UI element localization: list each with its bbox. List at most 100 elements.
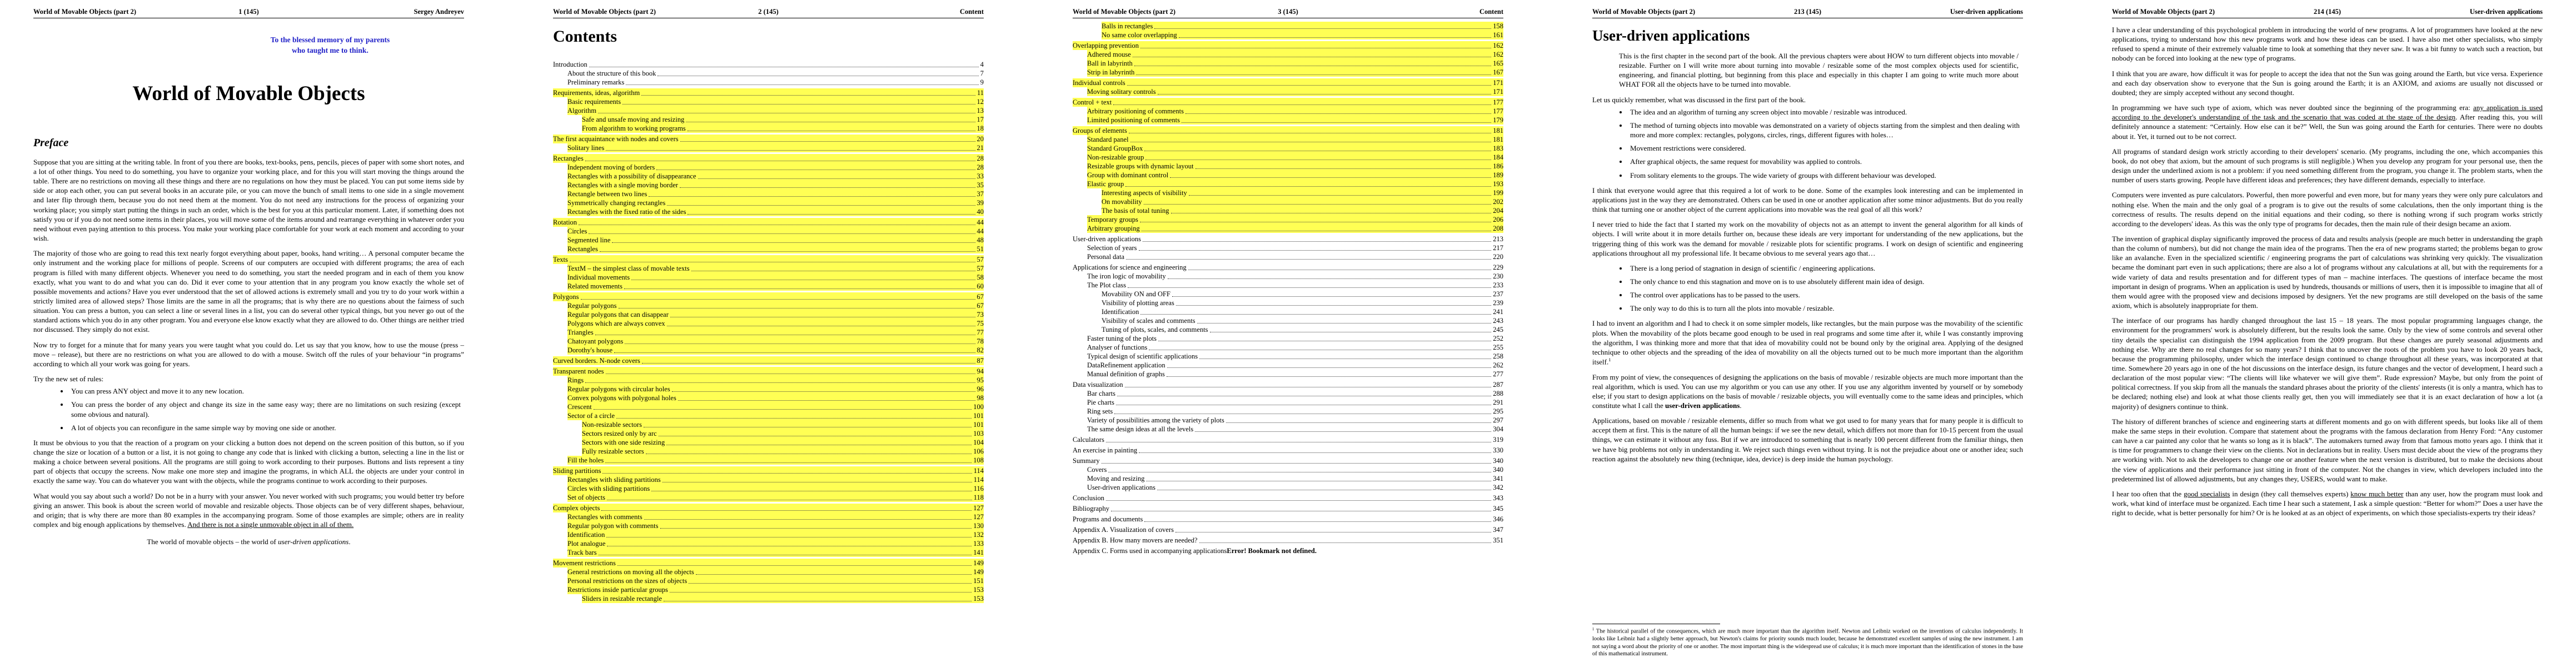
toc-entry[interactable]: Chatoyant polygons 78 xyxy=(567,337,984,346)
toc-entry[interactable]: Individual controls 171 xyxy=(1073,78,1503,87)
toc-entry[interactable]: Rectangles with a possibility of disappe… xyxy=(567,172,984,181)
toc-entry[interactable]: Adhered mouse 162 xyxy=(1087,50,1503,59)
toc-entry[interactable]: Movability ON and OFF 237 xyxy=(1102,290,1503,298)
toc-entry[interactable]: Transparent nodes 94 xyxy=(553,367,984,376)
toc-entry[interactable]: Variety of possibilities among the varie… xyxy=(1087,416,1503,425)
toc-entry[interactable]: Rectangles 51 xyxy=(567,245,984,253)
toc-entry[interactable]: Rectangles with comments 127 xyxy=(567,512,984,521)
toc-entry[interactable]: No same color overlapping 161 xyxy=(1102,31,1503,39)
toc-entry[interactable]: Regular polygons 67 xyxy=(567,301,984,310)
toc-entry[interactable]: Texts 57 xyxy=(553,255,984,264)
toc-entry[interactable]: The Plot class 233 xyxy=(1087,281,1503,290)
toc-entry[interactable]: Faster tuning of the plots 252 xyxy=(1087,334,1503,343)
toc-entry[interactable]: Sliders in resizable rectangle 153 xyxy=(582,594,984,603)
toc-entry[interactable]: Arbitrary grouping 208 xyxy=(1087,224,1503,233)
toc-entry[interactable]: Solitary lines 21 xyxy=(567,143,984,152)
toc-entry[interactable]: Preliminary remarks 9 xyxy=(567,78,984,87)
toc-entry[interactable]: Circles with sliding partitions 116 xyxy=(567,484,984,493)
toc-entry[interactable]: Temporary groups 206 xyxy=(1087,215,1503,224)
toc-entry[interactable]: The basis of total tuning 204 xyxy=(1102,206,1503,215)
toc-entry[interactable]: Track bars 141 xyxy=(567,548,984,557)
toc-entry[interactable]: Independent moving of borders 28 xyxy=(567,163,984,172)
toc-entry[interactable]: Safe and unsafe moving and resizing 17 xyxy=(582,115,984,124)
toc-entry[interactable]: Covers 340 xyxy=(1087,465,1503,474)
toc-entry[interactable]: Limited positioning of comments 179 xyxy=(1087,116,1503,125)
toc-entry[interactable]: General restrictions on moving all the o… xyxy=(567,568,984,576)
toc-entry[interactable]: Moving solitary controls 171 xyxy=(1087,87,1503,96)
toc-entry[interactable]: Strip in labyrinth 167 xyxy=(1087,68,1503,77)
toc-entry[interactable]: Circles 44 xyxy=(567,227,984,236)
toc-entry[interactable]: Movement restrictions 149 xyxy=(553,559,984,568)
toc-entry[interactable]: Pie charts 291 xyxy=(1087,398,1503,407)
toc-entry[interactable]: Interesting aspects of visibility 199 xyxy=(1102,188,1503,197)
toc-entry[interactable]: Segmented line 48 xyxy=(567,236,984,245)
toc-entry[interactable]: Ball in labyrinth 165 xyxy=(1087,59,1503,68)
toc-entry[interactable]: Individual movements 58 xyxy=(567,273,984,282)
toc-entry[interactable]: Resizable groups with dynamic layout 186 xyxy=(1087,162,1503,171)
toc-entry[interactable]: Balls in rectangles 158 xyxy=(1102,22,1503,31)
toc-entry[interactable]: Appendix A. Visualization of covers 347 xyxy=(1073,525,1503,534)
toc-entry[interactable]: Basic requirements 12 xyxy=(567,97,984,106)
toc-entry[interactable]: Control + text 177 xyxy=(1073,98,1503,107)
toc-entry[interactable]: Symmetrically changing rectangles 39 xyxy=(567,198,984,207)
toc-entry[interactable]: Plot analogue 133 xyxy=(567,539,984,548)
toc-entry[interactable]: The same design ideas at all the levels 3… xyxy=(1087,425,1503,434)
toc-entry[interactable]: Identification 241 xyxy=(1102,307,1503,316)
toc-entry[interactable]: Summary 340 xyxy=(1073,456,1503,465)
toc-entry[interactable]: Regular polygon with comments 130 xyxy=(567,521,984,530)
toc-entry[interactable]: An exercise in painting 330 xyxy=(1073,446,1503,455)
toc-entry[interactable]: Set of objects 118 xyxy=(567,493,984,502)
toc-entry[interactable]: Typical design of scientific application… xyxy=(1087,352,1503,361)
toc-entry[interactable]: Appendix B. How many movers are needed? 3… xyxy=(1073,536,1503,545)
toc-entry[interactable]: Bar charts 288 xyxy=(1087,389,1503,398)
toc-entry[interactable]: Standard GroupBox 183 xyxy=(1087,144,1503,153)
toc-entry[interactable]: Sectors with one side resizing 104 xyxy=(582,438,984,447)
toc-entry[interactable]: User-driven applications 213 xyxy=(1073,235,1503,243)
toc-entry[interactable]: Requirements, ideas, algorithm 11 xyxy=(553,88,984,97)
toc-entry[interactable]: Fill the holes 108 xyxy=(567,456,984,465)
toc-entry[interactable]: Visibility of scales and comments 243 xyxy=(1102,316,1503,325)
toc-entry[interactable]: TextM – the simplest class of movable te… xyxy=(567,264,984,273)
toc-entry[interactable]: Appendix C. Forms used in accompanying a… xyxy=(1073,546,1503,555)
toc-entry[interactable]: Introduction 4 xyxy=(553,60,984,69)
toc-entry[interactable]: DataRefinement application 262 xyxy=(1087,361,1503,370)
toc-entry[interactable]: The iron logic of movability 230 xyxy=(1087,272,1503,281)
toc-entry[interactable]: Groups of elements 181 xyxy=(1073,126,1503,135)
toc-entry[interactable]: Curved borders. N-node covers 87 xyxy=(553,356,984,365)
toc-entry[interactable]: Moving and resizing 341 xyxy=(1087,474,1503,483)
toc-entry[interactable]: Bibliography 345 xyxy=(1073,504,1503,513)
toc-entry[interactable]: The first acquaintance with nodes and co… xyxy=(553,135,984,143)
toc-entry[interactable]: Non-resizable group 184 xyxy=(1087,153,1503,162)
toc-entry[interactable]: Related movements 60 xyxy=(567,282,984,291)
toc-entry[interactable]: Identification 132 xyxy=(567,530,984,539)
toc-entry[interactable]: Visibility of plotting areas 239 xyxy=(1102,298,1503,307)
toc-entry[interactable]: Standard panel 181 xyxy=(1087,135,1503,144)
toc-entry[interactable]: Analyser of functions 255 xyxy=(1087,343,1503,352)
toc-entry[interactable]: Group with dominant control 189 xyxy=(1087,171,1503,180)
toc-entry[interactable]: Restrictions inside particular groups 153 xyxy=(567,585,984,594)
toc-entry[interactable]: About the structure of this book 7 xyxy=(567,69,984,78)
toc-entry[interactable]: Algorithm 13 xyxy=(567,106,984,115)
toc-entry[interactable]: Rectangles with sliding partitions 114 xyxy=(567,475,984,484)
toc-entry[interactable]: Convex polygons with polygonal holes 98 xyxy=(567,394,984,402)
toc-entry[interactable]: Dorothy's house 82 xyxy=(567,346,984,355)
toc-entry[interactable]: Rectangles 28 xyxy=(553,154,984,163)
toc-entry[interactable]: Conclusion 343 xyxy=(1073,494,1503,502)
toc-entry[interactable]: Arbitrary positioning of comments 177 xyxy=(1087,107,1503,116)
toc-entry[interactable]: Sectors resized only by arc 103 xyxy=(582,429,984,438)
toc-entry[interactable]: Ring sets 295 xyxy=(1087,407,1503,416)
toc-entry[interactable]: Data visualization 287 xyxy=(1073,380,1503,389)
toc-entry[interactable]: Rectangles with the fixed ratio of the s… xyxy=(567,207,984,216)
toc-entry[interactable]: Polygons which are always convex 75 xyxy=(567,319,984,328)
toc-entry[interactable]: Triangles 77 xyxy=(567,328,984,337)
toc-entry[interactable]: Rings 95 xyxy=(567,376,984,385)
toc-entry[interactable]: Fully resizable sectors 106 xyxy=(582,447,984,456)
toc-entry[interactable]: Rectangle between two lines 37 xyxy=(567,190,984,198)
toc-entry[interactable]: Regular polygons with circular holes 96 xyxy=(567,385,984,394)
toc-entry[interactable]: Manual definition of graphs 277 xyxy=(1087,370,1503,379)
toc-entry[interactable]: Complex objects 127 xyxy=(553,504,984,512)
toc-entry[interactable]: Tuning of plots, scales, and comments 245 xyxy=(1102,325,1503,334)
toc-entry[interactable]: From algorithm to working programs 18 xyxy=(582,124,984,133)
toc-entry[interactable]: Crescent 100 xyxy=(567,402,984,411)
toc-entry[interactable]: Non-resizable sectors 101 xyxy=(582,420,984,429)
